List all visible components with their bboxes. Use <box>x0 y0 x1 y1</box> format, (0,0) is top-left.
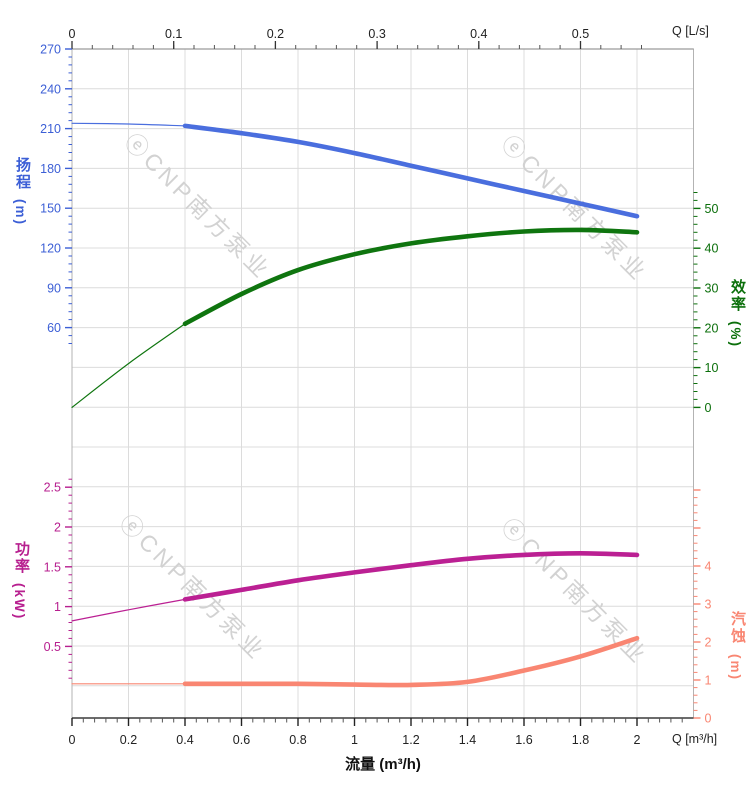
series-efficiency-curve <box>71 227 640 408</box>
power-tick-label: 0.5 <box>44 640 61 654</box>
efficiency-curve-thin-segment <box>71 323 186 408</box>
head-tick-label: 210 <box>40 122 61 136</box>
series-power-curve <box>71 551 640 622</box>
bottom-tick-label: 1.6 <box>515 733 532 747</box>
axis-npsh: 0 1 2 3 4 <box>693 489 712 726</box>
top-tick-label: 0.5 <box>572 27 589 41</box>
axis-head: 60 90 120 150 180 210 240 270 <box>40 43 72 344</box>
top-tick-label: 0.2 <box>267 27 284 41</box>
npsh-axis-title: 汽蚀 <box>729 611 746 645</box>
x-axis-title: 流量 (m³/h) <box>345 756 421 773</box>
eff-tick-label: 0 <box>705 401 712 415</box>
top-tick-label: 0.4 <box>470 27 487 41</box>
bottom-axis: 0 0.2 0.4 0.6 0.8 1 1.2 1.4 1.6 1.8 2 <box>69 718 683 747</box>
power-curve-thick-segment <box>182 551 640 602</box>
top-tick-label: 0.3 <box>368 27 385 41</box>
axis-eff: 0 10 20 30 40 50 <box>693 192 719 415</box>
eff-tick-label: 20 <box>705 321 719 335</box>
bottom-tick-label: 0 <box>69 733 76 747</box>
efficiency-curve-thick-segment <box>182 227 640 327</box>
npsh-tick-label: 1 <box>705 674 712 688</box>
npsh-axis-unit: (m) <box>728 654 743 681</box>
top-tick-label: 0 <box>69 27 76 41</box>
head-tick-label: 270 <box>40 43 61 57</box>
head-curve-thin-segment <box>71 122 186 127</box>
series-head-curve <box>71 122 640 219</box>
power-tick-label: 1.5 <box>44 560 61 574</box>
npsh-tick-label: 0 <box>705 712 712 726</box>
power-tick-label: 1 <box>54 600 61 614</box>
eff-tick-label: 30 <box>705 282 719 296</box>
head-tick-label: 240 <box>40 82 61 96</box>
gridlines <box>72 49 694 718</box>
eff-tick-label: 50 <box>705 202 719 216</box>
bottom-tick-label: 0.2 <box>120 733 137 747</box>
eff-tick-label: 40 <box>705 242 719 256</box>
bottom-tick-label: 1.4 <box>459 733 476 747</box>
series-npsh-curve <box>71 635 640 688</box>
bottom-tick-label: 0.4 <box>176 733 193 747</box>
efficiency-axis-unit: (%) <box>728 321 743 348</box>
head-axis-title: 扬程 <box>14 157 31 191</box>
bottom-axis-unit-label: Q [m³/h] <box>672 732 718 746</box>
bottom-tick-label: 2 <box>634 733 641 747</box>
power-axis-title: 功率 <box>13 541 30 575</box>
head-tick-label: 120 <box>40 242 61 256</box>
efficiency-axis-title: 效率 <box>729 279 746 313</box>
power-tick-label: 2 <box>54 521 61 535</box>
npsh-tick-label: 4 <box>705 560 712 574</box>
power-curve-thin-segment <box>71 598 186 622</box>
top-tick-label: 0.1 <box>165 27 182 41</box>
axis-power: 0.5 1 1.5 2 2.5 <box>44 478 72 679</box>
top-axis: 0 0.1 0.2 0.3 0.4 0.5 <box>69 27 642 49</box>
bottom-tick-label: 1.2 <box>402 733 419 747</box>
power-axis-unit: (kW) <box>12 583 27 621</box>
head-tick-label: 180 <box>40 162 61 176</box>
bottom-tick-label: 0.8 <box>289 733 306 747</box>
power-tick-label: 2.5 <box>44 481 61 495</box>
head-tick-label: 90 <box>47 281 61 295</box>
head-tick-label: 150 <box>40 202 61 216</box>
top-axis-unit-label: Q [L/s] <box>672 24 709 38</box>
head-tick-label: 60 <box>47 321 61 335</box>
eff-tick-label: 10 <box>705 361 719 375</box>
bottom-tick-label: 0.6 <box>233 733 250 747</box>
npsh-tick-label: 3 <box>705 598 712 612</box>
head-axis-unit: (m) <box>13 199 28 226</box>
bottom-tick-label: 1 <box>351 733 358 747</box>
head-curve-thick-segment <box>182 123 640 219</box>
watermark-text: ⓔCNP南方泵业 <box>119 128 276 285</box>
npsh-tick-label: 2 <box>705 636 712 650</box>
npsh-curve-thick-segment <box>182 635 640 688</box>
bottom-tick-label: 1.8 <box>572 733 589 747</box>
